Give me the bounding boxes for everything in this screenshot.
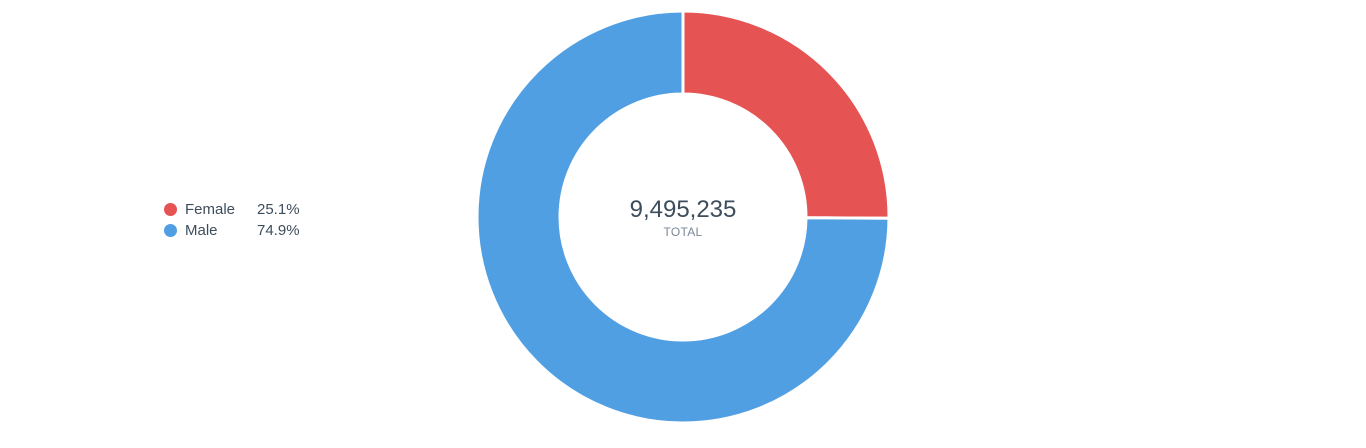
legend-percent-male: 74.9% xyxy=(257,222,300,239)
male-color-dot-icon xyxy=(164,224,177,237)
donut-center-total: 9,495,235 xyxy=(629,196,737,223)
donut-center-label: TOTAL xyxy=(663,225,703,239)
donut-slice-female[interactable] xyxy=(681,9,891,220)
female-color-dot-icon xyxy=(164,203,177,216)
donut-slice-male[interactable] xyxy=(475,9,891,425)
legend-item-male[interactable]: Male 74.9% xyxy=(164,220,317,241)
legend-item-female[interactable]: Female 25.1% xyxy=(164,199,317,220)
legend-percent-female: 25.1% xyxy=(257,201,300,218)
legend-label-female: Female xyxy=(185,201,236,218)
legend-label-male: Male xyxy=(185,222,218,239)
chart-legend: Female 25.1% Male 74.9% xyxy=(164,199,317,241)
